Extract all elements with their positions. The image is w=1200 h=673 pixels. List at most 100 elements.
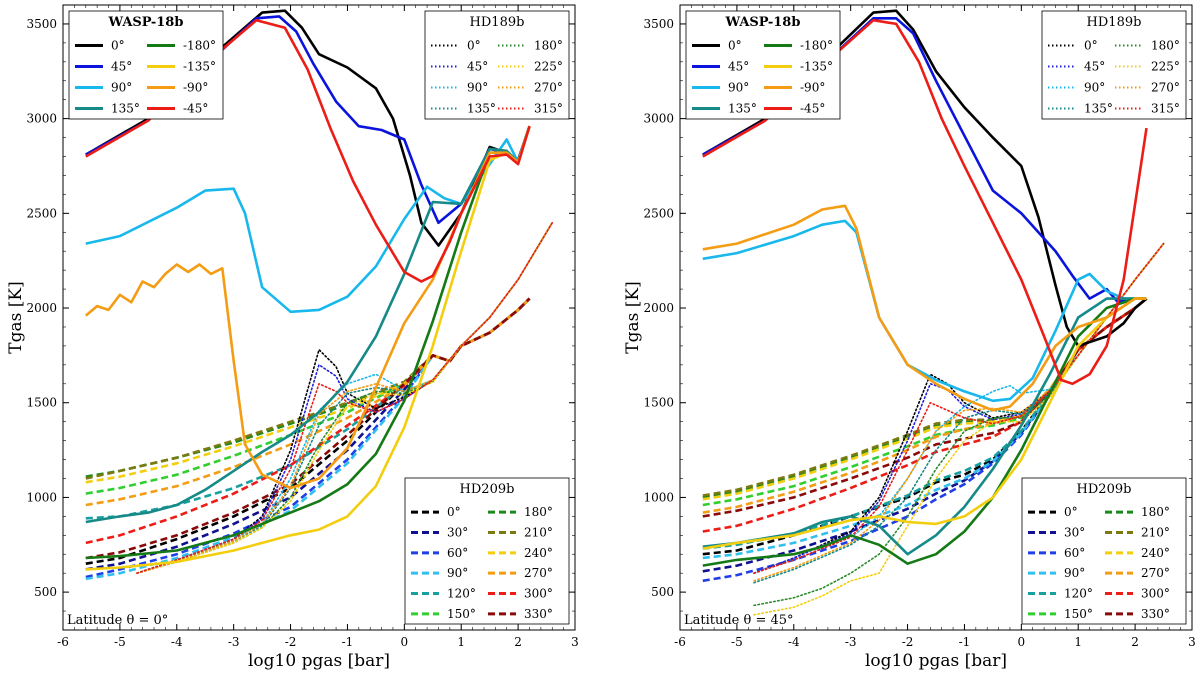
x-tick-label: 2 bbox=[1131, 635, 1139, 649]
legend-entry-label: 330° bbox=[1141, 607, 1170, 621]
legend-entry-label: 180° bbox=[534, 39, 563, 53]
legend-frame bbox=[1041, 10, 1187, 120]
x-tick-label: -6 bbox=[57, 635, 69, 649]
x-tick-label: -3 bbox=[228, 635, 240, 649]
legend-entry-label: 240° bbox=[1141, 546, 1170, 560]
legend-entry-label: 315° bbox=[1151, 102, 1180, 116]
y-tick-label: 500 bbox=[34, 585, 57, 599]
series-line bbox=[702, 297, 1148, 518]
legend-entry-label: 300° bbox=[524, 587, 553, 601]
y-axis-label: Tgas [K] bbox=[6, 281, 26, 353]
chart-panel-right: -6 -5 -4 -3 -2 -1 0 1 2 3500100015002000250030003… bbox=[623, 4, 1196, 671]
legend-entry-label: 45° bbox=[111, 60, 132, 74]
legend-entry-label: 60° bbox=[447, 546, 468, 560]
x-tick-label: -4 bbox=[788, 635, 800, 649]
legend-hd209: HD209b 0° 30° 60° 90° 120° 150° 180° 210° 240° 270… bbox=[1021, 477, 1187, 625]
series-line bbox=[753, 242, 1165, 582]
legend-entry-label: -135° bbox=[183, 60, 216, 74]
y-tick-label: 1500 bbox=[26, 396, 57, 410]
legend-entry-label: 210° bbox=[524, 526, 553, 540]
y-tick-label: 3000 bbox=[26, 112, 57, 126]
y-tick-label: 2000 bbox=[26, 301, 57, 315]
y-tick-label: 3500 bbox=[26, 17, 57, 31]
series-line bbox=[702, 219, 1136, 403]
legend-entry-label: 135° bbox=[1084, 102, 1113, 116]
legend-entry-label: -90° bbox=[183, 81, 208, 95]
y-tick-label: 2000 bbox=[643, 301, 674, 315]
legend-entry-label: 300° bbox=[1141, 587, 1170, 601]
legend-entry-label: 180° bbox=[1151, 39, 1180, 53]
legend-wasp: WASP-18b 0° 45° 90° 135° -180° -135° -90° -45° bbox=[685, 10, 841, 120]
legend-entry-label: 225° bbox=[1151, 60, 1180, 74]
legend-entry-label: -180° bbox=[800, 39, 833, 53]
series-group bbox=[702, 9, 1165, 616]
x-axis-label: log10 pgas [bar] bbox=[248, 651, 390, 671]
y-tick-label: 2500 bbox=[643, 206, 674, 220]
series-line bbox=[136, 222, 554, 575]
x-tick-label: -1 bbox=[959, 635, 971, 649]
legend-entry-label: -90° bbox=[800, 81, 825, 95]
x-tick-label: 3 bbox=[1188, 635, 1196, 649]
legend-title: HD189b bbox=[470, 15, 525, 30]
legend-entry-label: 135° bbox=[467, 102, 496, 116]
x-tick-label: 2 bbox=[514, 635, 522, 649]
legend-entry-label: 0° bbox=[111, 39, 125, 53]
series-line bbox=[702, 297, 1148, 497]
x-tick-label: -5 bbox=[731, 635, 743, 649]
y-axis-label: Tgas [K] bbox=[623, 281, 643, 353]
legend-hd189: HD189b 0° 45° 90° 135° 180° 225° 270° 315° bbox=[424, 10, 570, 120]
series-line bbox=[702, 297, 1148, 533]
legend-entry-label: 0° bbox=[728, 39, 742, 53]
legend-title: HD189b bbox=[1087, 15, 1142, 30]
legend-entry-label: 0° bbox=[447, 505, 461, 519]
legend-entry-label: -135° bbox=[800, 60, 833, 74]
legend-entry-label: 0° bbox=[1064, 505, 1078, 519]
legend-entry-label: 90° bbox=[111, 81, 132, 95]
legend-entry-label: 0° bbox=[467, 39, 481, 53]
x-tick-label: -3 bbox=[845, 635, 857, 649]
legend-entry-label: 270° bbox=[1141, 566, 1170, 580]
legend-title: WASP-18b bbox=[108, 15, 184, 30]
legend-hd189: HD189b 0° 45° 90° 135° 180° 225° 270° 315° bbox=[1041, 10, 1187, 120]
x-tick-label: -4 bbox=[171, 635, 183, 649]
series-line bbox=[85, 18, 531, 283]
legend-entry-label: 150° bbox=[1064, 607, 1093, 621]
series-line bbox=[702, 18, 1148, 386]
y-tick-label: 1500 bbox=[643, 396, 674, 410]
x-axis-label: log10 pgas [bar] bbox=[865, 651, 1007, 671]
legend-entry-label: 90° bbox=[447, 566, 468, 580]
legend-entry-label: 45° bbox=[1084, 60, 1105, 74]
legend-title: HD209b bbox=[460, 482, 515, 497]
legend-entry-label: 150° bbox=[447, 607, 476, 621]
legend-entry-label: 90° bbox=[1084, 81, 1105, 95]
y-tick-label: 1000 bbox=[643, 490, 674, 504]
series-line bbox=[702, 297, 1148, 501]
legend-entry-label: 315° bbox=[534, 102, 563, 116]
x-tick-label: -6 bbox=[674, 635, 686, 649]
legend-frame bbox=[404, 477, 570, 625]
series-group bbox=[84, 9, 554, 581]
legend-entry-label: 120° bbox=[1064, 587, 1093, 601]
latitude-annotation: Latitude θ = 45° bbox=[684, 613, 794, 628]
y-tick-label: 3000 bbox=[643, 112, 674, 126]
legend-entry-label: 135° bbox=[728, 102, 757, 116]
legend-frame bbox=[1021, 477, 1187, 625]
legend-entry-label: 210° bbox=[1141, 526, 1170, 540]
x-tick-label: 1 bbox=[1074, 635, 1082, 649]
series-line bbox=[85, 297, 531, 560]
legend-entry-label: 90° bbox=[467, 81, 488, 95]
series-line bbox=[753, 242, 1165, 575]
latitude-annotation: Latitude θ = 0° bbox=[67, 613, 168, 628]
legend-entry-label: 30° bbox=[447, 526, 468, 540]
legend-entry-label: -45° bbox=[800, 102, 825, 116]
legend-entry-label: 270° bbox=[534, 81, 563, 95]
series-line bbox=[85, 125, 531, 524]
x-tick-label: -1 bbox=[342, 635, 354, 649]
x-tick-label: 3 bbox=[571, 635, 579, 649]
legend-entry-label: 330° bbox=[524, 607, 553, 621]
y-tick-label: 3500 bbox=[643, 17, 674, 31]
legend-entry-label: 45° bbox=[467, 60, 488, 74]
legend-entry-label: 270° bbox=[524, 566, 553, 580]
y-tick-label: 500 bbox=[651, 585, 674, 599]
legend-title: WASP-18b bbox=[725, 15, 801, 30]
